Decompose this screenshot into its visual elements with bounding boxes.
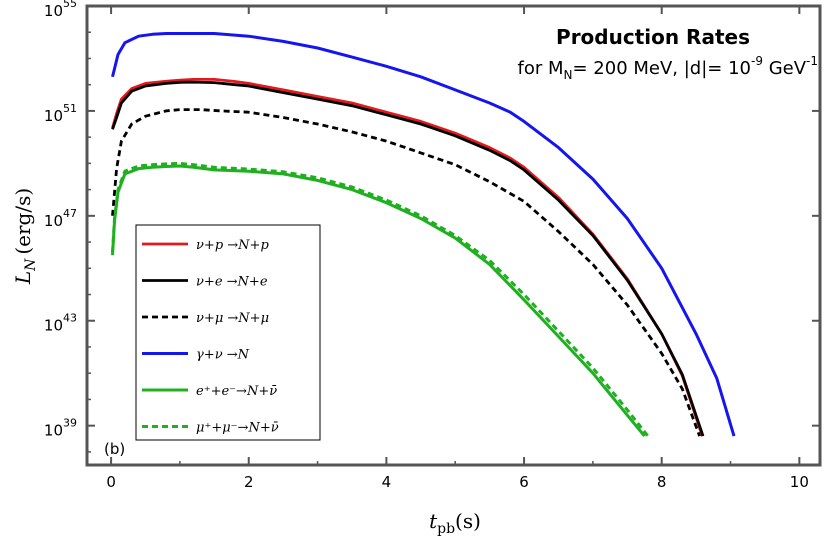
- legend-label-3: ν+μ →N+μ: [196, 311, 269, 326]
- series-line-4: [111, 32, 736, 437]
- plot-frame: [85, 4, 822, 467]
- chart-title: Production Rates: [556, 25, 750, 49]
- series-layer: [111, 32, 736, 438]
- x-tick-label: 10: [790, 473, 809, 491]
- x-tick-label: 8: [657, 473, 667, 491]
- chart-subtitle: for MN= 200 MeV, |d|= 10-9 GeV-1: [517, 54, 818, 82]
- y-tick-label: 1055: [44, 0, 77, 20]
- legend: ν+p →N+p ν+e →N+e ν+μ →N+μ γ+ν →N e⁺+e⁻→N+ν̄…: [135, 224, 321, 441]
- x-tick-label: 4: [382, 473, 392, 491]
- y-tick-label: 1043: [44, 312, 77, 335]
- legend-box: [135, 224, 321, 441]
- series-line-3: [111, 108, 701, 437]
- legend-label-1: ν+p →N+p: [196, 238, 269, 253]
- y-axis-title: LN(erg/s): [11, 188, 39, 285]
- y-tick-label: 1039: [44, 417, 77, 440]
- x-axis-ticks: 0 2 4 6 8 10: [106, 6, 809, 491]
- x-tick-label: 0: [106, 473, 116, 491]
- y-tick-label: 1051: [44, 102, 77, 125]
- y-tick-label: 1047: [44, 207, 77, 230]
- panel-label: (b): [104, 440, 125, 458]
- series-line-6: [111, 161, 650, 438]
- legend-label-6: μ⁺+μ⁻→N+ν̄: [196, 421, 279, 436]
- x-axis-title: tpb(s): [429, 509, 481, 537]
- x-tick-label: 6: [519, 473, 529, 491]
- legend-label-4: γ+ν →N: [196, 348, 250, 363]
- series-line-5: [111, 164, 646, 438]
- x-tick-label: 2: [244, 473, 254, 491]
- y-axis-ticks: 1055 1051 1047 1043 1039: [44, 0, 820, 453]
- legend-label-2: ν+e →N+e: [196, 275, 268, 290]
- series-line-2: [111, 80, 705, 437]
- legend-label-5: e⁺+e⁻→N+ν̄: [196, 384, 277, 399]
